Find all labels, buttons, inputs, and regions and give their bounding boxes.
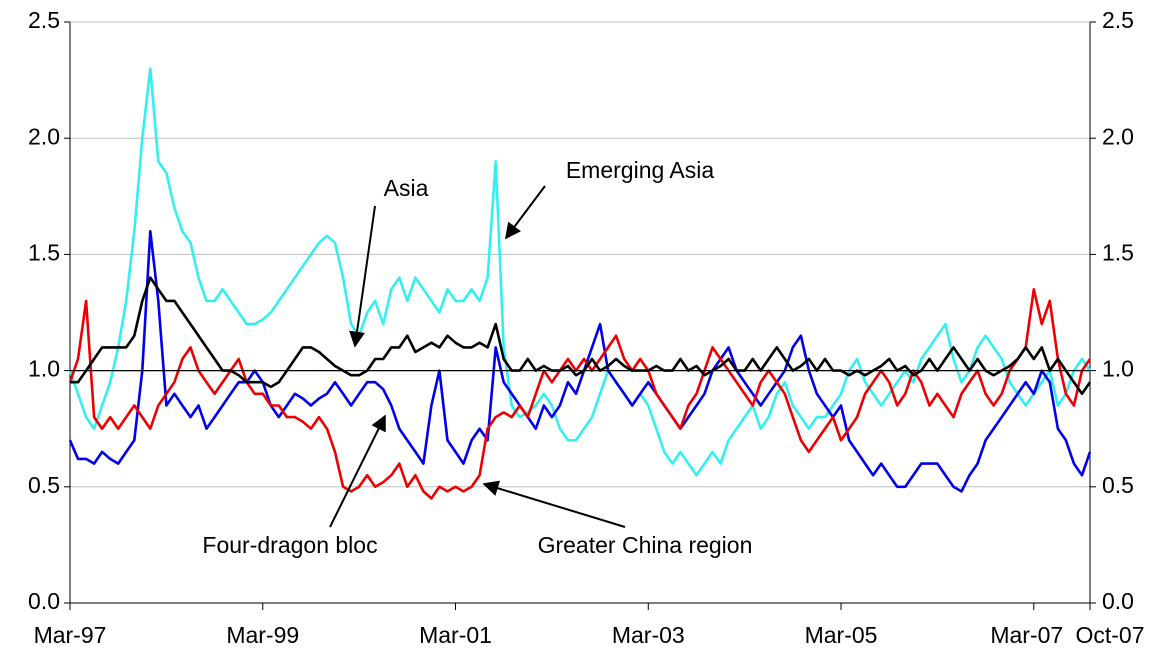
annotation-arrow (482, 480, 626, 528)
series-line (70, 276, 1092, 396)
x-tick-label: Mar-99 (226, 622, 299, 648)
x-tick-label: Mar-97 (34, 622, 107, 648)
x-tick-label: Mar-03 (612, 622, 685, 648)
x-tick-label: Mar-07 (990, 622, 1063, 648)
x-tick-label: Mar-05 (805, 622, 878, 648)
y-tick-label: 0.0 (28, 588, 60, 614)
y-tick-label: 2.0 (28, 123, 60, 149)
y-tick-label: 1.0 (28, 356, 60, 382)
annotation-arrow (349, 205, 376, 348)
series-label: Greater China region (538, 532, 753, 558)
y-tick-label: 2.5 (28, 7, 60, 33)
series-label: Asia (384, 175, 429, 201)
y2-tick-label: 2.5 (1102, 7, 1134, 33)
y2-tick-label: 1.0 (1102, 356, 1134, 382)
x-tick-label: Oct-07 (1075, 622, 1144, 648)
series-label: Four-dragon bloc (202, 532, 377, 558)
annotation-arrow (329, 414, 386, 528)
series-line (68, 288, 1092, 500)
x-tick-label: Mar-01 (419, 622, 492, 648)
y-tick-label: 1.5 (28, 239, 60, 265)
series-label: Emerging Asia (566, 157, 715, 183)
y-tick-label: 0.5 (28, 472, 60, 498)
y2-tick-label: 0.5 (1102, 472, 1134, 498)
y2-tick-label: 1.5 (1102, 239, 1134, 265)
series-line (68, 67, 1092, 477)
y2-tick-label: 2.0 (1102, 123, 1134, 149)
series-line (68, 229, 1092, 493)
y2-tick-label: 0.0 (1102, 588, 1134, 614)
annotation-arrow (505, 185, 546, 240)
